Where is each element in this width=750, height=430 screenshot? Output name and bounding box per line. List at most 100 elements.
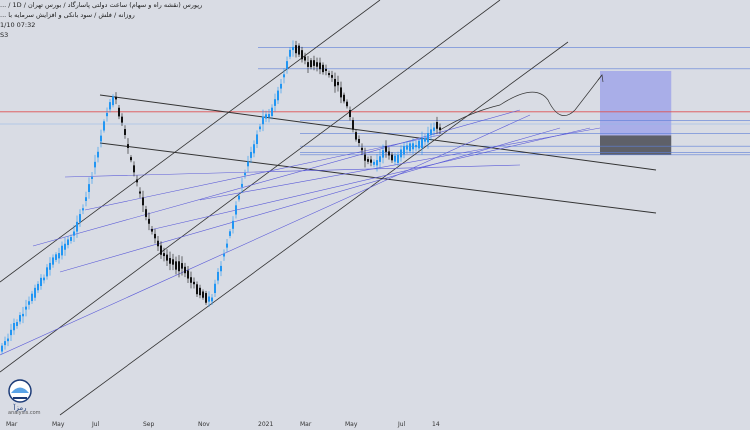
candle-body [136, 179, 138, 183]
candle-body [64, 243, 66, 250]
candle-body [124, 129, 126, 135]
indicator-label: S3 [0, 31, 9, 39]
candle-body [250, 151, 252, 158]
candle-body [91, 176, 93, 179]
candle-body [19, 315, 21, 322]
candle-body [40, 277, 42, 286]
candle-body [268, 114, 270, 118]
candle-body [226, 243, 228, 248]
candle-body [343, 94, 345, 102]
candle-body [409, 143, 411, 152]
candle-body [106, 112, 108, 117]
candle-body [160, 245, 162, 255]
logo-caption: analysis.com [8, 410, 41, 416]
candle-body [265, 114, 267, 119]
candle-body [112, 96, 114, 106]
candle-body [433, 127, 435, 131]
x-tick-label: Mar [300, 421, 312, 428]
candle-body [43, 277, 45, 281]
candle-body [103, 121, 105, 131]
candle-body [358, 139, 360, 143]
candle-body [10, 329, 12, 336]
candle-body [238, 195, 240, 200]
x-tick-label: May [52, 421, 65, 428]
candle-body [352, 120, 354, 130]
stop-zone [600, 135, 672, 155]
candle-body [262, 116, 264, 125]
candle-body [379, 156, 381, 162]
candle-body [7, 338, 9, 342]
x-tick-label: 2021 [258, 421, 273, 428]
candle-body [154, 233, 156, 239]
candle-body [382, 150, 384, 158]
fan-trendline [149, 127, 591, 231]
symbol-line: رپورس (نقشه راه و سهام) ساعت دولتی پاسار… [0, 1, 203, 9]
candle-body [220, 265, 222, 272]
candle-body [277, 90, 279, 101]
candle-body [331, 75, 333, 78]
candle-body [304, 56, 306, 61]
candle-body [388, 151, 390, 156]
candle-body [307, 62, 309, 67]
chart-header: رپورس (نقشه راه و سهام) ساعت دولتی پاسار… [0, 0, 202, 40]
candle-body [340, 87, 342, 98]
candle-body [187, 270, 189, 279]
candle-body [130, 157, 132, 161]
candle-body [376, 160, 378, 166]
fan-trendline [59, 127, 561, 273]
candle-body [1, 345, 3, 352]
candle-body [418, 140, 420, 149]
candle-body [313, 60, 315, 66]
projection-path [439, 74, 603, 131]
candle-body [37, 283, 39, 291]
fan-trendline [199, 127, 601, 201]
candle-body [229, 231, 231, 236]
candle-body [46, 267, 48, 277]
candle-body [121, 116, 123, 123]
candle-body [208, 296, 210, 302]
candle-body [247, 161, 249, 167]
timestamp-label: 1/10 07:32 [0, 21, 36, 29]
x-tick-label: 14 [432, 421, 440, 428]
candle-body [28, 301, 30, 305]
candle-body [16, 322, 18, 326]
candle-body [67, 239, 69, 246]
candle-body [175, 261, 177, 270]
candle-body [322, 64, 324, 73]
candle-body [400, 149, 402, 158]
fan-trendline [0, 114, 531, 356]
candle-body [385, 146, 387, 152]
candle-body [403, 146, 405, 155]
candle-body [13, 323, 15, 331]
candle-body [73, 231, 75, 236]
candle-body [172, 259, 174, 265]
candle-body [415, 145, 417, 148]
candle-body [190, 277, 192, 283]
candle-body [292, 46, 294, 51]
candle-body [286, 61, 288, 70]
candle-body [169, 258, 171, 264]
candle-body [211, 297, 213, 302]
candle-body [151, 228, 153, 232]
candle-body [193, 281, 195, 285]
candle-body [295, 45, 297, 54]
candle-body [199, 287, 201, 296]
fan-trendline [64, 164, 521, 178]
candle-body [244, 173, 246, 176]
candle-body [214, 283, 216, 294]
descending-trendline [99, 142, 657, 214]
candle-body [4, 341, 6, 346]
candle-body [241, 183, 243, 187]
candle-body [319, 62, 321, 70]
candle-body [325, 68, 327, 71]
x-tick-label: Mar [6, 421, 18, 428]
fan-trendline [32, 109, 521, 247]
candle-body [424, 137, 426, 142]
x-tick-label: Jul [397, 421, 406, 428]
candle-body [109, 102, 111, 110]
candle-body [100, 135, 102, 142]
x-tick-label: Jul [91, 421, 100, 428]
candle-body [298, 45, 300, 55]
